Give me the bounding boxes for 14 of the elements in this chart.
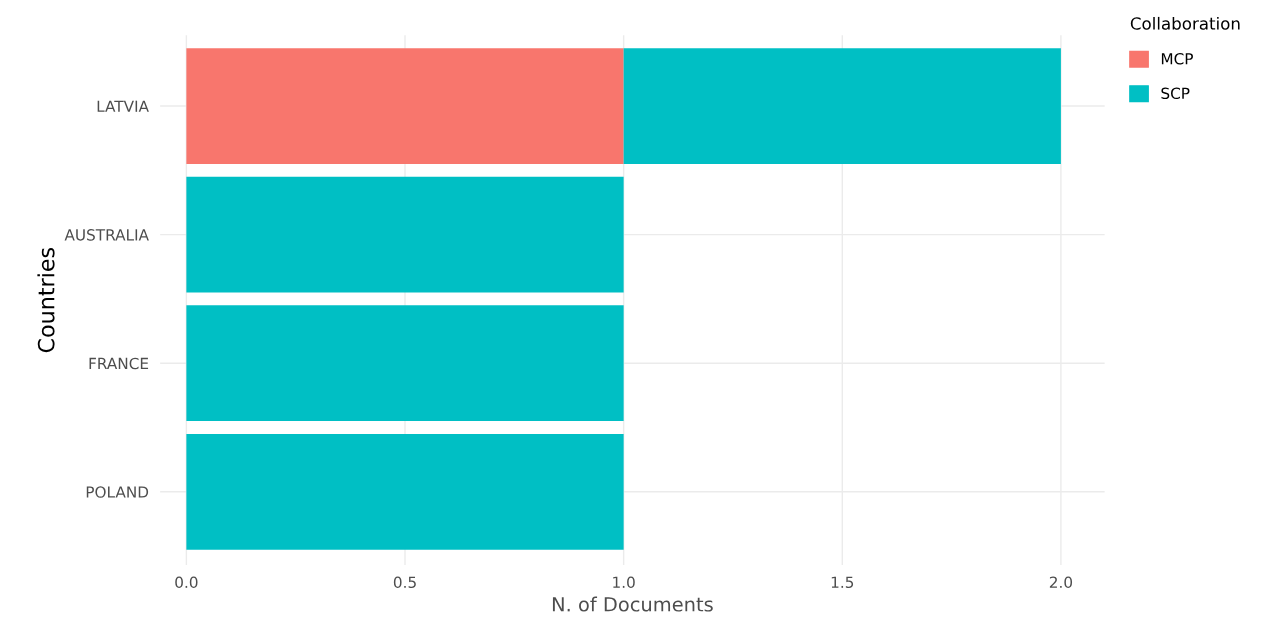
legend-label: MCP [1161,53,1193,65]
x-tick-label: 2.0 [1049,576,1073,589]
y-tick-label: LATVIA [97,100,149,112]
y-tick-label: FRANCE [89,357,149,370]
legend-label: SCP [1161,87,1190,100]
y-tick-label: POLAND [86,486,149,498]
y-axis-title: Countries [37,248,55,353]
y-tick-label: AUSTRALIA [64,229,149,241]
x-tick-label: 1.5 [831,576,854,589]
legend-title: Collaboration [1130,16,1240,30]
x-tick-label: 0.5 [393,576,416,589]
x-tick-label: 1.0 [613,576,635,589]
x-axis-title: N. of Documents [552,596,713,612]
x-tick-label: 0.0 [175,576,198,589]
